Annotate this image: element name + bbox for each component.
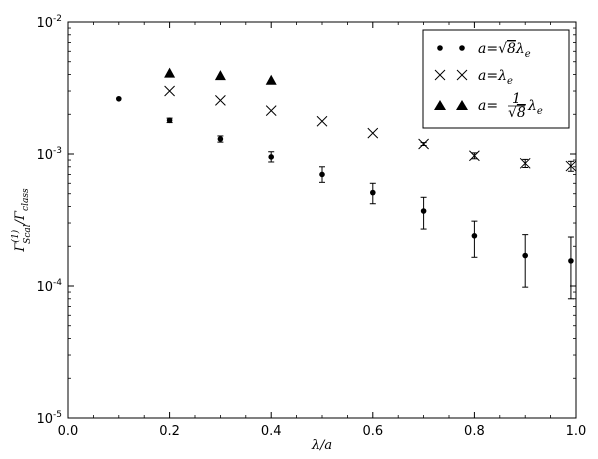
x-tick-label: 1.0 — [566, 424, 587, 439]
data-point — [265, 105, 277, 117]
data-point — [316, 115, 328, 127]
series-layer — [116, 67, 577, 300]
x-tick-label: 0.2 — [159, 424, 180, 439]
data-point — [568, 258, 574, 264]
tick-labels: 0.0 0.2 0.4 0.6 0.8 1.0 10-5 10-4 10-3 10-2 — [36, 14, 586, 439]
data-point — [471, 233, 478, 239]
legend-marker-series-1a — [437, 45, 443, 51]
data-point — [164, 67, 176, 78]
axis-ticks — [67, 21, 577, 419]
series-2 — [164, 85, 577, 172]
x-axis-label: λ/a — [311, 438, 332, 453]
data-point — [268, 154, 275, 160]
x-tick-label: 0.6 — [362, 424, 383, 439]
y-tick-label: 10-5 — [36, 410, 62, 427]
series-1 — [116, 95, 574, 300]
data-point — [164, 85, 175, 97]
data-point — [215, 94, 226, 106]
x-tick-label: 0.8 — [464, 424, 485, 439]
y-tick-label: 10-4 — [36, 278, 62, 295]
legend-label-series-3-denominator: √8 — [508, 105, 526, 121]
legend-label-series-3-tail: λe — [527, 98, 543, 117]
data-point — [565, 160, 577, 172]
data-point — [522, 252, 528, 259]
legend-marker-series-3b — [456, 100, 468, 110]
legend: a=√8λe a=λe a= 1 √8 λe — [422, 29, 570, 129]
data-point — [420, 208, 427, 214]
legend-marker-series-2a — [434, 69, 446, 81]
data-point — [370, 189, 376, 196]
data-point — [116, 95, 122, 102]
legend-label-series-3: a= — [478, 98, 498, 114]
legend-label-series-3-numerator: 1 — [512, 91, 521, 107]
legend-label-series-2: a=λe — [478, 68, 513, 87]
legend-marker-series-1b — [459, 45, 465, 51]
data-point — [319, 171, 325, 178]
data-point — [217, 136, 224, 142]
y-tick-label: 10-2 — [36, 14, 62, 31]
data-point — [265, 74, 277, 85]
x-tick-label: 0.0 — [58, 424, 79, 439]
data-point — [519, 157, 531, 169]
data-point — [418, 138, 429, 150]
legend-marker-series-2b — [456, 69, 468, 81]
data-point — [367, 127, 379, 139]
data-point — [214, 70, 226, 81]
series-3 — [164, 67, 277, 85]
legend-label-series-1: a=√8λe — [478, 41, 531, 60]
y-axis-label: Γ(1) Scal/Γclass — [10, 188, 33, 253]
x-tick-label: 0.4 — [261, 424, 282, 439]
y-tick-label: 10-3 — [36, 146, 62, 163]
data-point — [166, 117, 173, 124]
legend-box — [422, 29, 570, 129]
data-point — [469, 150, 480, 162]
legend-marker-series-3a — [434, 100, 446, 110]
